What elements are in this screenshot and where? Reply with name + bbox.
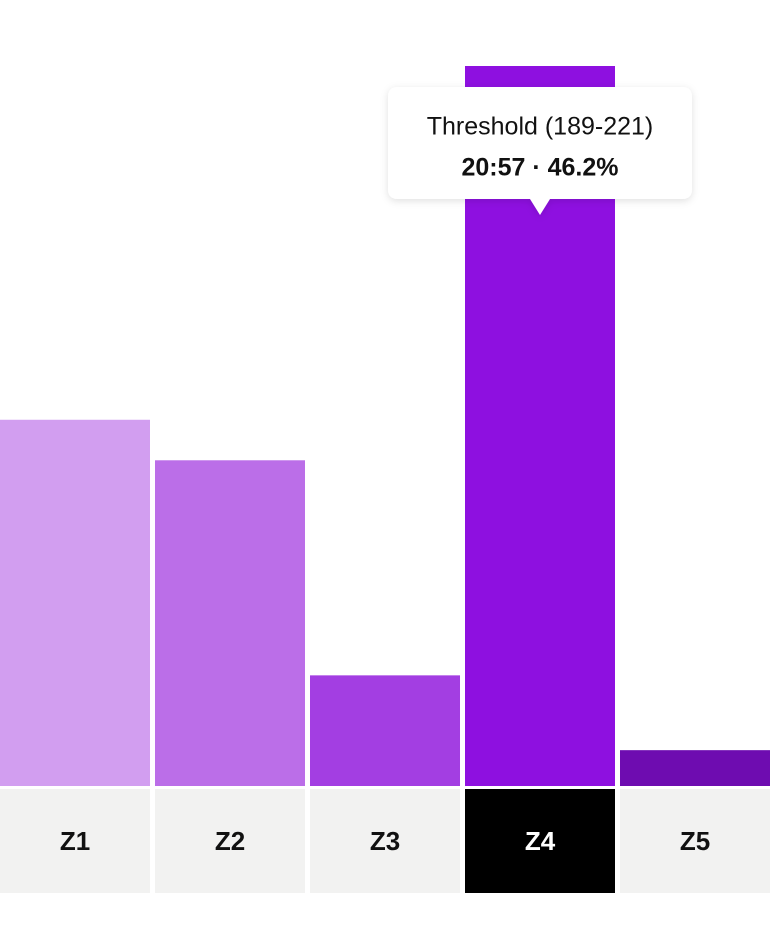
zone-label[interactable]: Z5 — [680, 826, 710, 856]
zone-tab[interactable] — [0, 789, 150, 893]
zone-label[interactable]: Z2 — [215, 826, 245, 856]
zone-bar[interactable] — [310, 675, 460, 786]
zone-tab[interactable] — [465, 789, 615, 893]
zone-bar[interactable] — [155, 460, 305, 786]
tooltip-box — [388, 87, 692, 215]
tooltip-detail: 20:57 · 46.2% — [461, 154, 618, 182]
zone-label[interactable]: Z1 — [60, 826, 90, 856]
zone-label[interactable]: Z4 — [525, 826, 556, 856]
tooltip-label: Threshold (189-221) — [427, 113, 654, 141]
zone-label[interactable]: Z3 — [370, 826, 400, 856]
tooltip — [388, 87, 692, 215]
zone-tab[interactable] — [620, 789, 770, 893]
zone-tab[interactable] — [155, 789, 305, 893]
zone-bar[interactable] — [620, 750, 770, 786]
zone-tab[interactable] — [310, 789, 460, 893]
zone-bar[interactable] — [0, 419, 150, 786]
